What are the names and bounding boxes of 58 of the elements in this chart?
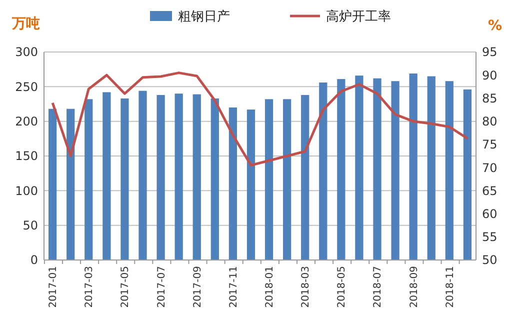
y2-tick-label: 80 xyxy=(482,114,498,129)
x-tick-label: 2017-03 xyxy=(84,266,96,308)
y2-tick-label: 50 xyxy=(482,253,498,268)
legend-label: 高炉开工率 xyxy=(326,8,391,25)
x-tick-label: 2017-07 xyxy=(156,266,168,308)
bar xyxy=(210,98,219,260)
y2-axis-title: % xyxy=(488,18,502,34)
bar xyxy=(373,78,382,260)
bar xyxy=(246,110,256,260)
y2-tick-label: 75 xyxy=(482,138,498,152)
bar xyxy=(156,94,165,260)
y2-tick-label: 60 xyxy=(482,206,498,221)
x-tick-label: 2017-11 xyxy=(228,266,240,308)
bar xyxy=(337,79,346,260)
bar xyxy=(138,90,147,260)
y-tick-label: 300 xyxy=(15,45,38,60)
y-tick-label: 250 xyxy=(15,80,38,94)
bar xyxy=(463,89,472,260)
bar xyxy=(48,108,57,260)
y2-tick-label: 90 xyxy=(482,68,498,82)
x-tick-label: 2018-07 xyxy=(372,266,384,308)
y2-tick-label: 95 xyxy=(482,45,498,60)
bar xyxy=(301,94,310,260)
bar xyxy=(391,81,400,260)
x-tick-label: 2018-01 xyxy=(264,266,276,308)
x-tick-label: 2017-09 xyxy=(192,266,204,308)
y-tick-label: 150 xyxy=(15,149,38,164)
y-tick-label: 200 xyxy=(15,114,38,129)
bar xyxy=(355,76,364,260)
y2-tick-label: 55 xyxy=(482,230,498,244)
bar xyxy=(264,99,274,260)
bar xyxy=(427,76,436,260)
x-tick-label: 2018-09 xyxy=(408,266,420,308)
bar xyxy=(409,73,418,260)
x-tick-label: 2018-11 xyxy=(444,266,456,308)
line-series xyxy=(51,72,469,166)
y-tick-label: 0 xyxy=(30,253,38,268)
y-tick-label: 50 xyxy=(22,218,38,233)
bar xyxy=(102,92,111,260)
bar xyxy=(66,108,75,260)
y2-tick-label: 70 xyxy=(482,160,498,175)
x-tick-label: 2017-01 xyxy=(48,266,60,308)
bar xyxy=(283,99,292,260)
y-tick-label: 100 xyxy=(15,184,38,198)
legend-label: 粗钢日产 xyxy=(178,10,230,25)
y-axis-title: 万吨 xyxy=(11,16,40,32)
x-tick-label: 2018-03 xyxy=(300,266,312,308)
y2-tick-label: 65 xyxy=(482,184,498,198)
x-tick-label: 2017-05 xyxy=(120,266,132,308)
bar xyxy=(228,107,237,260)
x-tick-label: 2018-05 xyxy=(336,266,348,308)
bar xyxy=(192,94,201,260)
bar xyxy=(120,98,129,260)
bar xyxy=(445,81,454,260)
bar xyxy=(84,99,93,260)
y2-tick-label: 85 xyxy=(482,91,498,106)
bar xyxy=(319,82,328,260)
bar xyxy=(174,94,183,260)
